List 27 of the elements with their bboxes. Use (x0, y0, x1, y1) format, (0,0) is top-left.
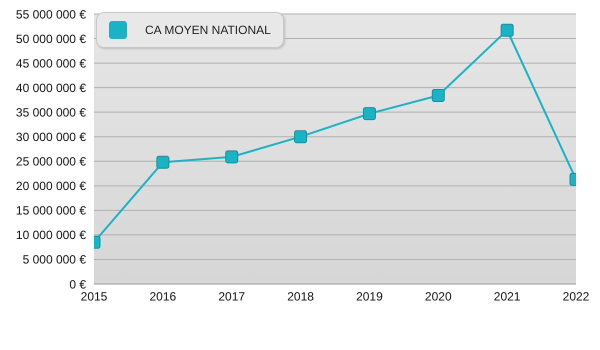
x-tick-label: 2017 (218, 290, 246, 304)
x-tick-label: 2019 (356, 290, 384, 304)
x-tick-label: 2020 (424, 290, 452, 304)
x-tick-label: 2016 (150, 290, 177, 304)
legend-label: CA MOYEN NATIONAL (145, 23, 271, 37)
y-tick-label: 5 000 000 € (22, 252, 86, 267)
y-tick-label: 50 000 000 € (16, 32, 86, 46)
y-tick-label: 40 000 000 € (16, 80, 86, 95)
point (156, 156, 170, 169)
y-tick-label: 25 000 000 € (16, 154, 86, 169)
x-tick-label: 2018 (287, 290, 314, 304)
x-tick-label: 2022 (562, 290, 590, 304)
y-tick-label: 0 € (69, 277, 86, 292)
point (294, 130, 308, 144)
y-tick-label: 30 000 000 € (16, 130, 86, 144)
point (362, 107, 376, 120)
y-tick-label: 45 000 000 € (16, 56, 86, 70)
y-tick-label: 20 000 000 € (16, 179, 86, 194)
y-tick-label: 35 000 000 € (16, 105, 86, 120)
point (500, 24, 514, 37)
point (225, 150, 238, 164)
point (432, 88, 445, 102)
y-tick-label: 10 000 000 € (16, 228, 86, 242)
y-tick-label: 15 000 000 € (16, 204, 86, 218)
x-tick-label: 2015 (80, 290, 108, 304)
y-tick-label: 55 000 000 € (16, 7, 86, 22)
x-tick-label: 2021 (494, 290, 521, 304)
